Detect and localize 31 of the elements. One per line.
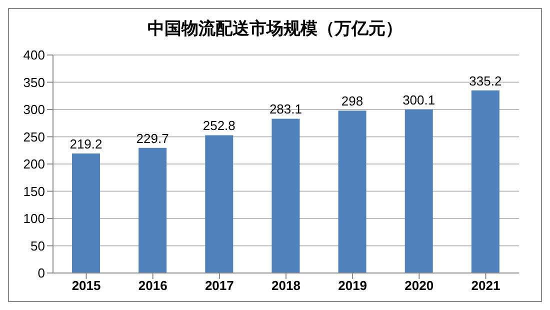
y-tick-label: 100 xyxy=(23,211,45,226)
bar xyxy=(471,90,500,273)
y-tick-label: 50 xyxy=(30,238,45,254)
y-tick-label: 150 xyxy=(23,184,45,199)
data-label: 229.7 xyxy=(136,130,169,146)
x-tick-label: 2020 xyxy=(404,278,434,294)
x-tick-label: 2017 xyxy=(204,278,234,294)
y-tick-label: 300 xyxy=(23,102,45,118)
x-tick-label: 2021 xyxy=(471,278,500,294)
y-tick-label: 400 xyxy=(23,48,45,63)
bar xyxy=(205,135,234,273)
bar xyxy=(338,110,366,273)
y-tick-label: 200 xyxy=(23,156,45,172)
data-label: 219.2 xyxy=(70,136,102,152)
data-label: 298 xyxy=(341,94,364,109)
x-tick-label: 2016 xyxy=(138,278,168,294)
y-tick-label: 0 xyxy=(38,266,45,281)
x-tick-label: 2015 xyxy=(72,278,101,294)
data-label: 300.1 xyxy=(402,92,436,108)
y-tick-label: 350 xyxy=(23,74,45,90)
x-tick-label: 2018 xyxy=(272,278,300,294)
x-tick-label: 2019 xyxy=(338,278,368,294)
bar xyxy=(272,118,300,273)
y-tick-label: 250 xyxy=(23,129,45,144)
data-label: 283.1 xyxy=(269,102,302,117)
bar xyxy=(404,109,433,273)
bar xyxy=(72,154,100,273)
chart-title: 中国物流配送市场规模（万亿元） xyxy=(146,18,404,41)
bar xyxy=(138,148,167,273)
data-label: 252.8 xyxy=(202,118,236,134)
data-label: 335.2 xyxy=(469,73,502,88)
